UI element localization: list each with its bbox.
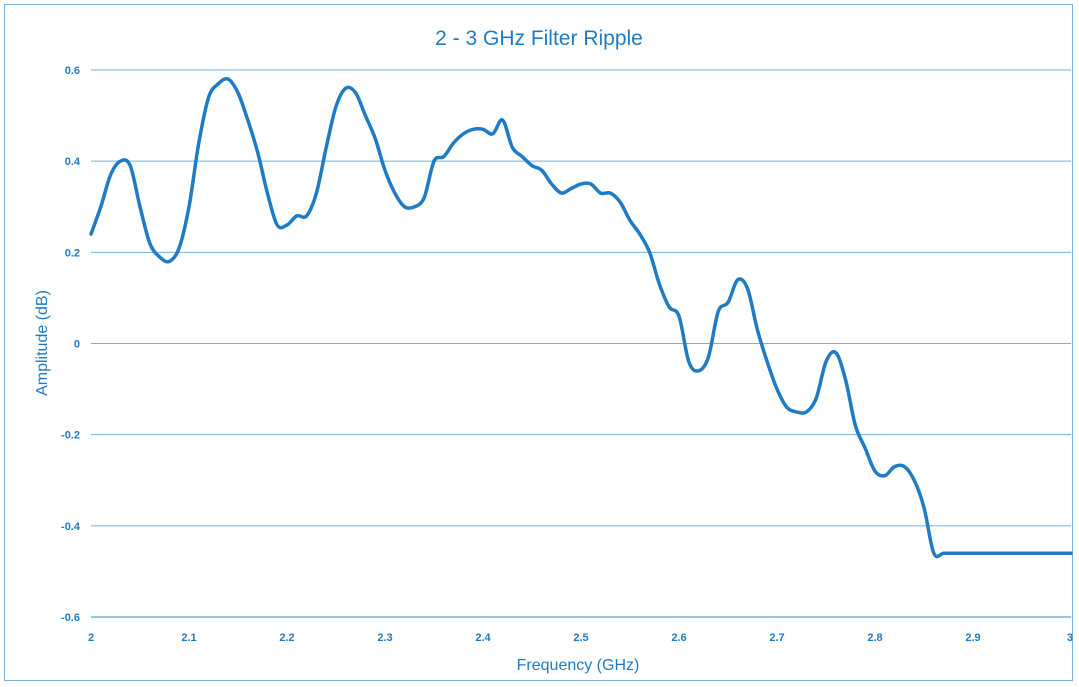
y-tick-label: -0.2: [61, 430, 80, 442]
grid-lines: [91, 69, 1071, 618]
x-tick-label: 2.4: [475, 632, 491, 644]
chart-frame: [4, 4, 1073, 681]
y-tick-label: -0.6: [61, 612, 80, 624]
x-tick-label: 2.9: [965, 632, 980, 644]
y-axis-label: Amplitude (dB): [34, 290, 51, 396]
x-tick-label: 2.2: [279, 632, 294, 644]
x-tick-label: 2.1: [181, 632, 196, 644]
y-tick-labels: 0.6 0.4 0.2 0 -0.2 -0.4 -0.6: [61, 65, 81, 624]
y-tick-label: 0.6: [65, 65, 80, 77]
x-tick-label: 2: [88, 632, 94, 644]
x-tick-label: 2.8: [867, 632, 882, 644]
x-tick-label: 3: [1067, 632, 1073, 644]
x-tick-label: 2.3: [377, 632, 392, 644]
y-tick-label: -0.4: [61, 521, 81, 533]
x-tick-label: 2.5: [573, 632, 588, 644]
y-tick-label: 0: [74, 339, 80, 351]
chart-title: 2 - 3 GHz Filter Ripple: [435, 27, 643, 50]
ripple-series-line: [89, 76, 1073, 559]
y-tick-label: 0.4: [65, 156, 81, 168]
x-tick-labels: 2 2.1 2.2 2.3 2.4 2.5 2.6 2.7 2.8 2.9 3: [88, 632, 1073, 644]
x-tick-label: 2.7: [769, 632, 784, 644]
x-tick-label: 2.6: [671, 632, 686, 644]
y-tick-label: 0.2: [65, 247, 80, 259]
x-axis-label: Frequency (GHz): [517, 657, 640, 674]
